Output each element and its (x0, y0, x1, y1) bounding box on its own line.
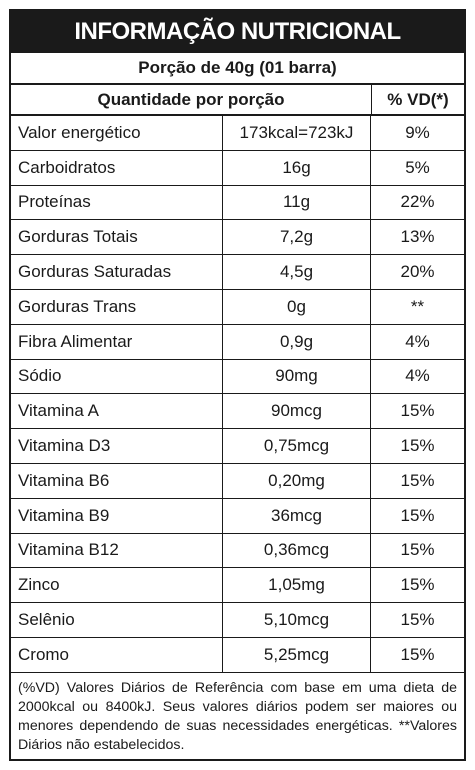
nutrient-vd: 15% (400, 575, 435, 595)
nutrient-quantity: 16g (223, 150, 371, 185)
nutrient-vd: 15% (400, 644, 435, 664)
footnote: (%VD) Valores Diários de Referência com … (18, 679, 457, 753)
header-quantity: Quantidade por porção (11, 85, 372, 114)
nutrient-name: Selênio (11, 603, 223, 637)
nutrient-quantity: 0,9g (223, 324, 371, 359)
table-row: Zinco 1,05mg 15% (11, 568, 464, 604)
nutrient-quantity: 5,10mcg (223, 603, 371, 637)
nutrient-vd: 15% (400, 470, 435, 490)
nutrient-quantity: 36mcg (223, 498, 371, 533)
nutrient-quantity: 0,20mg (223, 463, 371, 498)
table-row: Vitamina A 90mcg 15% (11, 394, 464, 430)
nutrient-vd: 15% (400, 505, 435, 525)
nutrient-quantity: 7,2g (223, 220, 371, 255)
nutrient-name: Vitamina D3 (11, 429, 223, 463)
nutrient-name: Gorduras Trans (11, 289, 223, 324)
table-row: Gorduras Trans 0g ** (11, 289, 464, 325)
nutrient-quantity: 90mcg (223, 394, 371, 429)
nutrient-vd: 22% (400, 192, 435, 212)
label-title: INFORMAÇÃO NUTRICIONAL (11, 11, 464, 53)
table-row: Vitamina B6 0,20mg 15% (11, 463, 464, 499)
nutrient-name: Vitamina B9 (11, 498, 223, 533)
nutrient-vd: 13% (400, 227, 435, 247)
table-row: Proteínas 11g 22% (11, 185, 464, 221)
table-row: Vitamina D3 0,75mcg 15% (11, 429, 464, 464)
table-row: Vitamina B9 36mcg 15% (11, 498, 464, 534)
nutrient-name: Carboidratos (11, 150, 223, 185)
nutrient-vd: 15% (400, 401, 435, 421)
table-row: Cromo 5,25mcg 15% (11, 637, 464, 673)
nutrient-name: Zinco (11, 568, 223, 603)
nutrient-quantity: 1,05mg (223, 568, 371, 603)
table-row: Sódio 90mg 4% (11, 359, 464, 395)
nutrient-name: Sódio (11, 359, 223, 394)
table-row: Vitamina B12 0,36mcg 15% (11, 533, 464, 569)
nutrient-vd: ** (410, 296, 425, 316)
nutrient-name: Vitamina B12 (11, 533, 223, 568)
table-row: Valor energético 173kcal=723kJ 9% (11, 116, 464, 151)
table-row: Gorduras Totais 7,2g 13% (11, 220, 464, 256)
nutrient-name: Gorduras Totais (11, 220, 223, 255)
nutrient-vd: 20% (400, 262, 435, 282)
nutrient-name: Vitamina A (11, 394, 223, 429)
table-row: Gorduras Saturadas 4,5g 20% (11, 255, 464, 290)
table-header: Quantidade por porção % VD(*) (11, 85, 464, 116)
nutrient-quantity: 0,36mcg (223, 533, 371, 568)
nutrient-name: Gorduras Saturadas (11, 255, 223, 289)
nutrient-quantity: 0g (223, 289, 371, 324)
table-row: Fibra Alimentar 0,9g 4% (11, 324, 464, 360)
nutrient-table: Valor energético 173kcal=723kJ 9% Carboidra… (11, 116, 464, 673)
nutrient-vd: 9% (405, 122, 430, 142)
nutrient-quantity: 5,25mcg (223, 637, 371, 672)
nutrient-quantity: 173kcal=723kJ (223, 116, 371, 150)
nutrient-vd: 15% (400, 540, 435, 560)
nutrient-name: Cromo (11, 637, 223, 672)
nutrient-name: Valor energético (11, 116, 223, 150)
nutrient-name: Vitamina B6 (11, 463, 223, 498)
nutrient-quantity: 0,75mcg (223, 429, 371, 463)
nutrient-vd: 4% (405, 366, 430, 386)
nutrient-name: Proteínas (11, 185, 223, 220)
nutrient-quantity: 90mg (223, 359, 371, 394)
header-vd: % VD(*) (387, 89, 449, 109)
portion-size: Porção de 40g (01 barra) (11, 53, 464, 85)
nutrient-quantity: 11g (223, 185, 371, 220)
nutrient-vd: 15% (400, 610, 435, 630)
table-row: Carboidratos 16g 5% (11, 150, 464, 186)
nutrient-quantity: 4,5g (223, 255, 371, 289)
nutrition-label: INFORMAÇÃO NUTRICIONAL Porção de 40g (01… (9, 9, 466, 761)
nutrient-vd: 15% (400, 436, 435, 456)
nutrient-name: Fibra Alimentar (11, 324, 223, 359)
nutrient-vd: 4% (405, 331, 430, 351)
table-row: Selênio 5,10mcg 15% (11, 603, 464, 638)
nutrient-vd: 5% (405, 157, 430, 177)
